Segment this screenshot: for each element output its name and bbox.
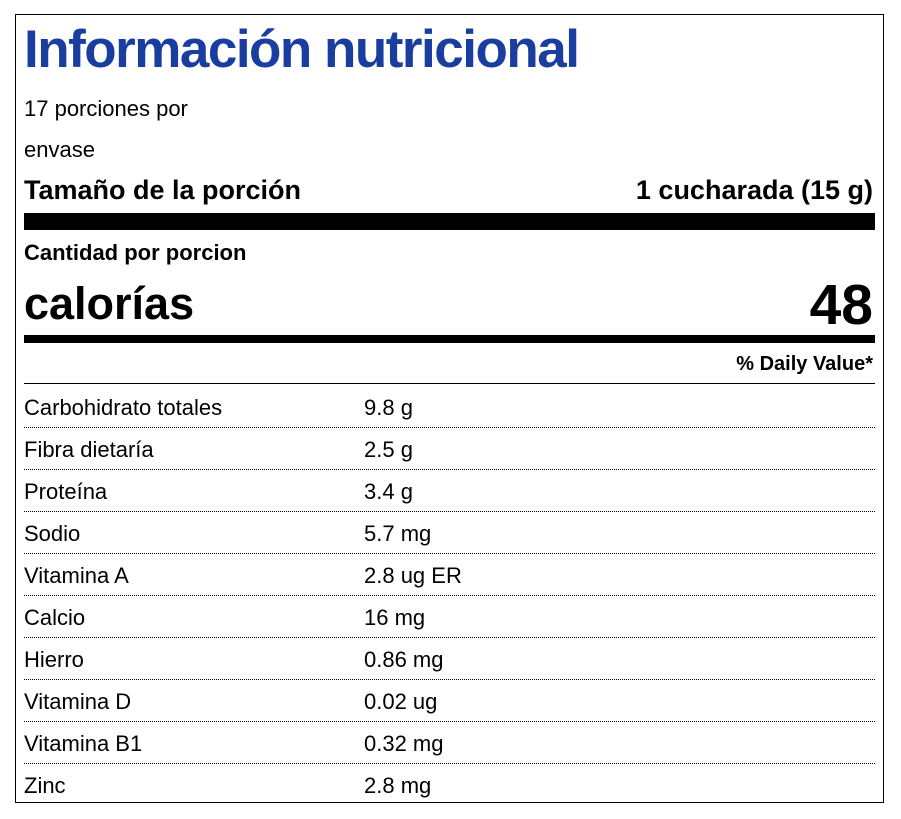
nutrient-amount: 2.5 g — [364, 437, 413, 462]
serving-size-label: Tamaño de la porción — [24, 175, 302, 205]
nutrient-amount: 2.8 mg — [364, 773, 432, 798]
calories-value: 48 — [809, 273, 873, 337]
calories-label: calorías — [24, 278, 195, 329]
nutrient-name: Sodio — [24, 521, 81, 546]
serving-size-value: 1 cucharada (15 g) — [635, 175, 873, 205]
servings-text: 17 porciones por — [24, 96, 188, 121]
nutrient-amount: 16 mg — [364, 605, 426, 630]
nutrient-name: Vitamina D — [24, 689, 132, 714]
nutrient-name: Proteína — [24, 479, 108, 504]
nutrient-row: Vitamina A 2.8 ug ER — [24, 553, 875, 596]
amount-label: Cantidad por porcion — [24, 240, 247, 265]
nutrient-name: Vitamina B1 — [24, 731, 143, 756]
nutrient-row: Vitamina D 0.02 ug — [24, 679, 875, 722]
nutrition-label: Información nutricional 17 porciones por… — [15, 14, 884, 803]
nutrient-row: Calcio 16 mg — [24, 595, 875, 638]
nutrient-amount: 3.4 g — [364, 479, 413, 504]
nutrient-name: Hierro — [24, 647, 84, 672]
nutrient-name: Fibra dietaría — [24, 437, 154, 462]
nutrient-row: Vitamina B1 0.32 mg — [24, 721, 875, 764]
nutrient-row: Fibra dietaría 2.5 g — [24, 427, 875, 470]
servings-text: envase — [24, 137, 95, 162]
nutrient-amount: 0.32 mg — [364, 731, 444, 756]
nutrient-amount: 0.02 ug — [364, 689, 438, 714]
nutrient-name: Calcio — [24, 605, 86, 630]
divider — [24, 335, 875, 343]
daily-value-header: % Daily Value* — [736, 353, 873, 375]
title: Información nutricional — [24, 20, 580, 79]
nutrient-row: Carbohidrato totales 9.8 g — [24, 385, 875, 428]
nutrient-row: Zinc 2.8 mg — [24, 763, 875, 805]
nutrient-row: Proteína 3.4 g — [24, 469, 875, 512]
divider — [24, 213, 875, 230]
nutrient-amount: 9.8 g — [364, 395, 413, 420]
nutrient-row: Hierro 0.86 mg — [24, 637, 875, 680]
divider — [24, 383, 875, 384]
nutrient-amount: 2.8 ug ER — [364, 563, 462, 588]
nutrient-amount: 0.86 mg — [364, 647, 444, 672]
nutrient-name: Vitamina A — [24, 563, 129, 588]
nutrient-amount: 5.7 mg — [364, 521, 432, 546]
nutrient-name: Carbohidrato totales — [24, 395, 223, 420]
nutrient-row: Sodio 5.7 mg — [24, 511, 875, 554]
nutrient-name: Zinc — [24, 773, 66, 798]
